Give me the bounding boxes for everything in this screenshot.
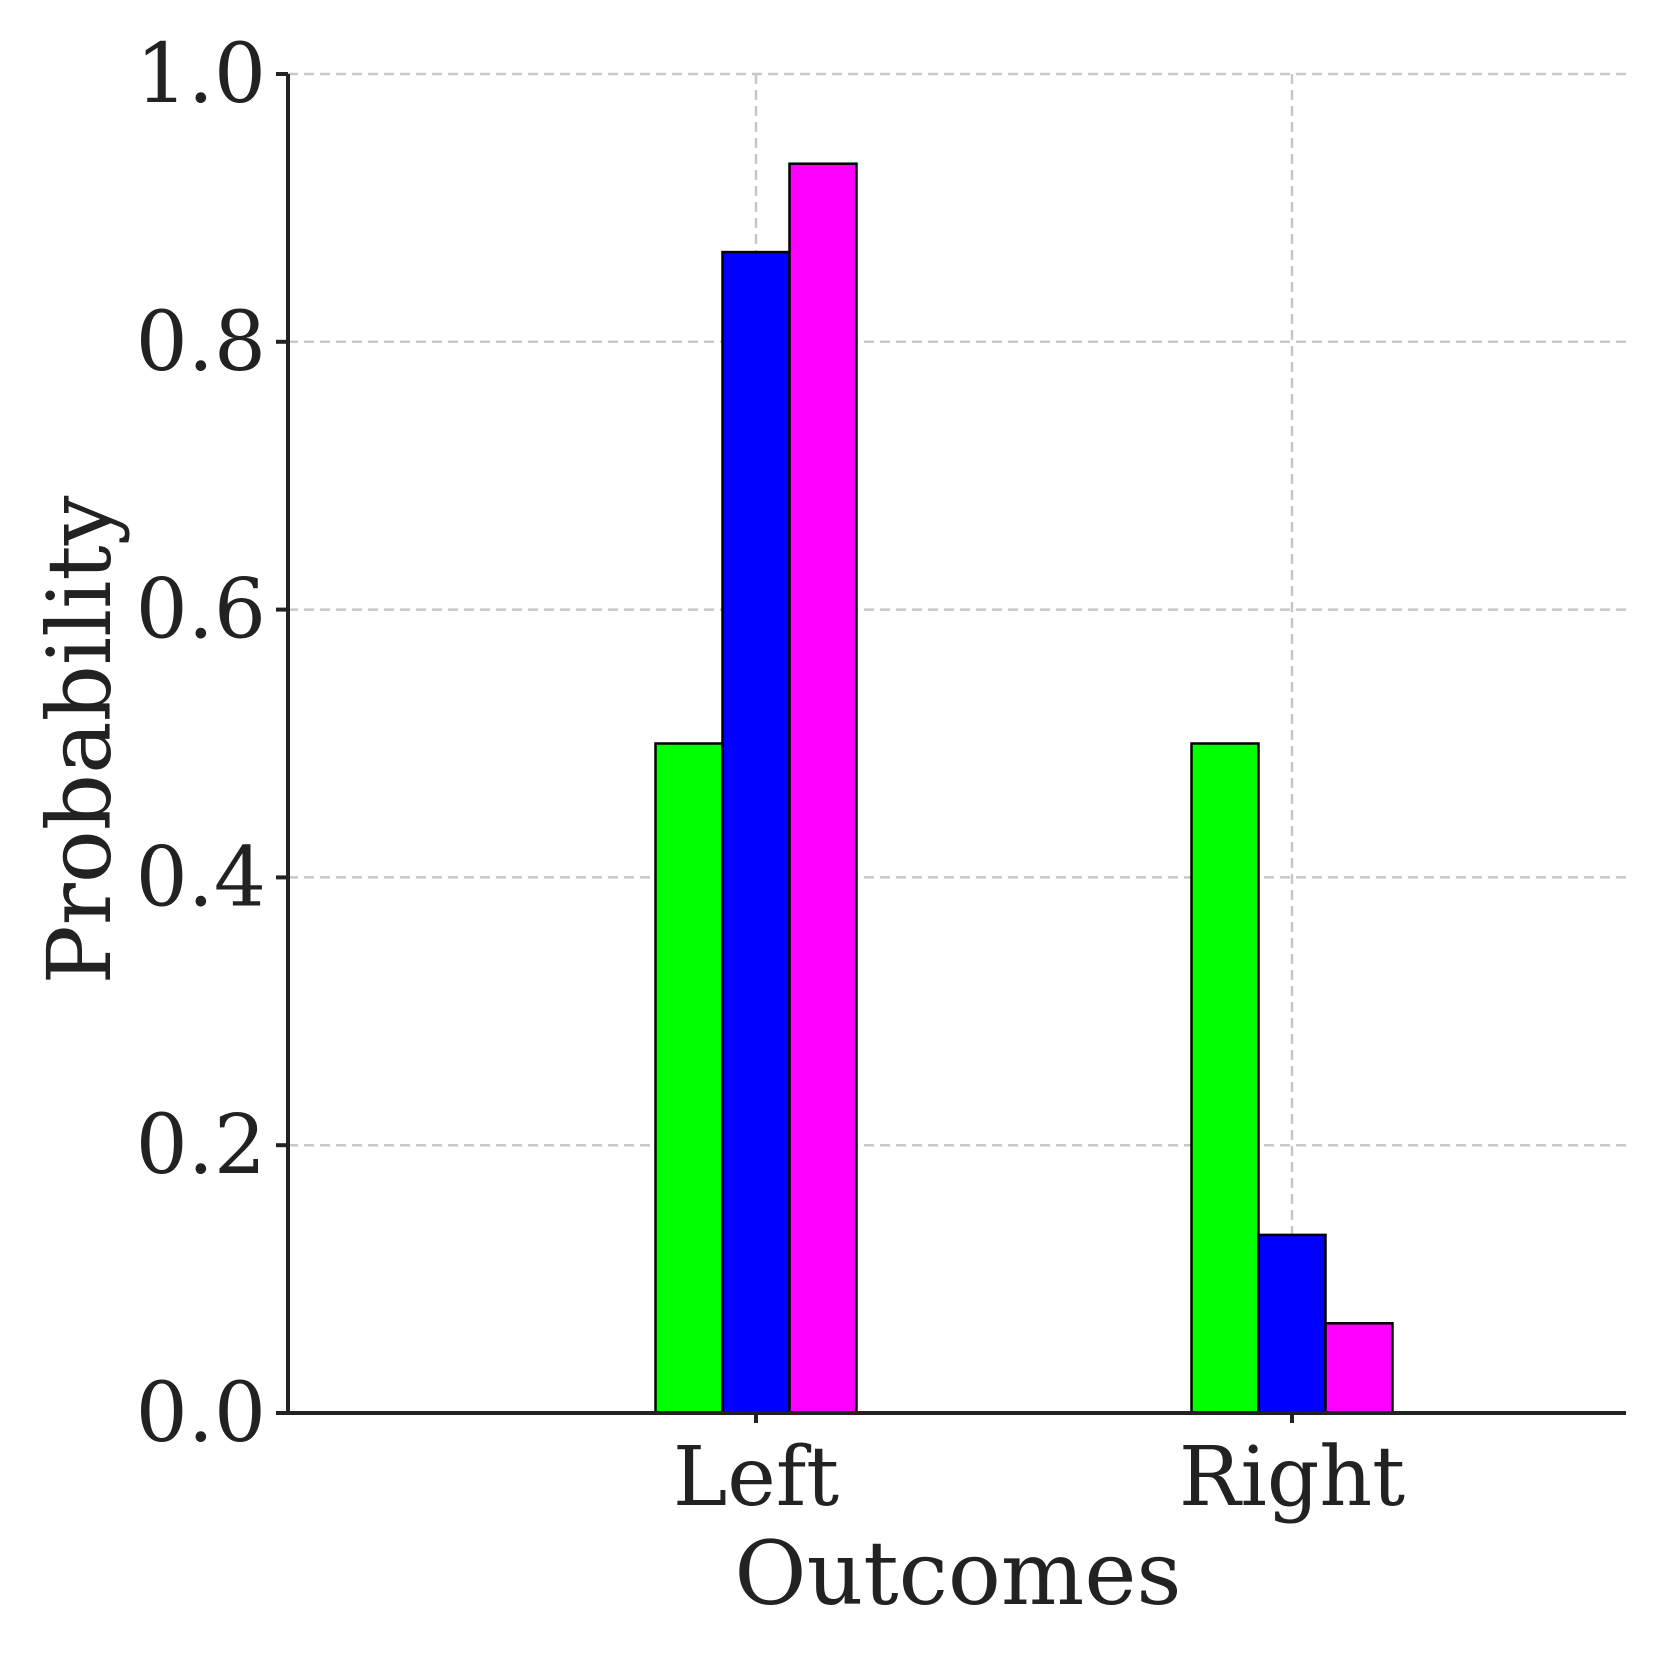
label-layer: 0.0 0.2 0.4 0.6 0.8 1.0 Left Right xyxy=(136,27,1406,1525)
y-tick-label-1: 0.2 xyxy=(136,1098,266,1193)
y-tick-label-4: 0.8 xyxy=(136,295,266,390)
grid-layer xyxy=(288,72,1626,1413)
bar-right-series-3 xyxy=(1324,1322,1394,1415)
bar-right-series-2 xyxy=(1257,1233,1327,1415)
y-tick-label-0: 0.0 xyxy=(136,1366,266,1461)
x-tick-label-right: Right xyxy=(1179,1430,1405,1525)
y-axis-title: Probability xyxy=(28,495,131,984)
x-tick-label-left: Left xyxy=(673,1430,839,1525)
y-tick-label-3: 0.6 xyxy=(136,563,266,658)
axis-layer xyxy=(276,72,1626,1423)
bar-left-series-1 xyxy=(654,742,724,1415)
y-tick-label-2: 0.4 xyxy=(136,830,266,925)
bar-left-series-3 xyxy=(788,162,858,1415)
bar-layer xyxy=(654,162,1394,1415)
bar-left-series-2 xyxy=(721,250,791,1415)
bar-right-series-1 xyxy=(1190,742,1260,1415)
x-axis-title: Outcomes xyxy=(734,1522,1181,1625)
y-tick-label-5: 1.0 xyxy=(136,27,266,122)
